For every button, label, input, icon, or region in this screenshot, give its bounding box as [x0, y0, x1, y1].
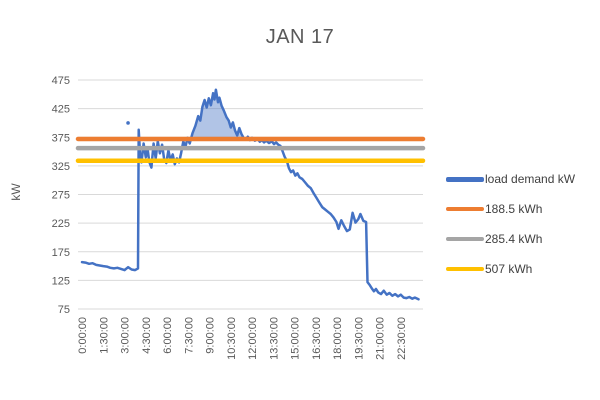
x-tick-label: 4:30:00	[141, 317, 153, 354]
x-tick-label: 9:00:00	[205, 317, 217, 354]
legend-item-load-demand: load demand kW	[446, 164, 596, 194]
peak-area-fill	[187, 89, 252, 139]
legend-label: 188.5 kWh	[485, 202, 543, 216]
y-tick-label: 75	[58, 304, 70, 316]
y-tick-label: 475	[52, 75, 70, 87]
legend-label: 285.4 kWh	[485, 232, 543, 246]
x-tick-label: 12:00:00	[247, 317, 259, 360]
legend: load demand kW 188.5 kWh 285.4 kWh 507 k…	[446, 164, 596, 284]
x-tick-label: 7:30:00	[183, 317, 195, 354]
legend-swatch-gray-line	[446, 237, 484, 241]
x-tick-label: 16:30:00	[311, 317, 323, 360]
x-tick-label: 18:00:00	[332, 317, 344, 360]
y-tick-label: 275	[52, 190, 70, 202]
legend-item-188-5-kwh: 188.5 kWh	[446, 194, 596, 224]
legend-swatch-yellow-line	[446, 267, 484, 271]
stray-data-point	[126, 121, 130, 125]
legend-label: load demand kW	[485, 172, 576, 186]
x-tick-label: 6:00:00	[162, 317, 174, 354]
legend-item-285-4-kwh: 285.4 kWh	[446, 224, 596, 254]
legend-swatch-orange-line	[446, 207, 484, 211]
x-tick-label: 1:30:00	[98, 317, 110, 354]
chart-title: JAN 17	[265, 26, 335, 48]
x-tick-label: 13:30:00	[268, 317, 280, 360]
y-tick-label: 375	[52, 132, 70, 144]
x-tick-label: 19:30:00	[353, 317, 365, 360]
x-tick-label: 3:00:00	[120, 317, 132, 354]
legend-label: 507 kWh	[485, 262, 533, 276]
x-tick-label: 21:00:00	[375, 317, 387, 360]
x-tick-label: 10:30:00	[226, 317, 238, 360]
x-tick-label: 22:30:00	[396, 317, 408, 360]
y-tick-label: 125	[52, 275, 70, 287]
legend-swatch-blue-line	[446, 176, 484, 182]
x-tick-label: 15:00:00	[290, 317, 302, 360]
y-tick-label: 325	[52, 161, 70, 173]
x-tick-label: 0:00:00	[77, 317, 89, 354]
legend-item-507-kwh: 507 kWh	[446, 254, 596, 284]
y-tick-label: 175	[52, 247, 70, 259]
y-tick-label: 225	[52, 218, 70, 230]
y-tick-label: 425	[52, 104, 70, 116]
